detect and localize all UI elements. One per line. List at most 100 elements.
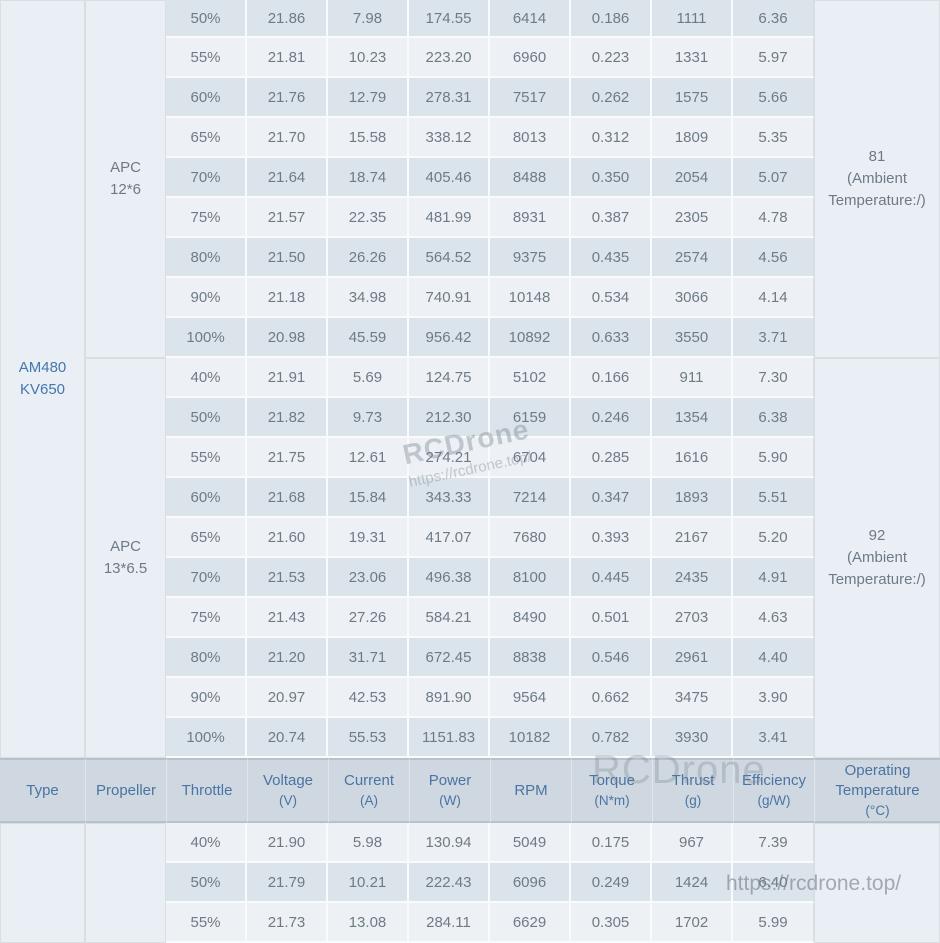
cell-rpm: 5049	[490, 823, 571, 863]
cell-voltage: 21.81	[247, 38, 328, 78]
cell-rpm: 6960	[490, 38, 571, 78]
column-header-unit-thrust: (g)	[684, 792, 702, 808]
table-row: 55% 21.75 12.61 274.21 6704 0.285 1616 5.90	[0, 438, 940, 478]
header-row: Type Propeller Throttle Voltage (V) Current (A…	[0, 758, 940, 823]
cell-efficiency: 5.90	[733, 438, 814, 478]
table-row: 80% 21.50 26.26 564.52 9375 0.435 2574 4.56	[0, 238, 940, 278]
cell-thrust: 2054	[652, 158, 733, 198]
column-header-throttle: Throttle	[166, 758, 247, 823]
cell-efficiency: 5.35	[733, 118, 814, 158]
propeller-cell: APC 13*6.5	[85, 358, 166, 758]
cell-current: 23.06	[328, 558, 409, 598]
cell-throttle: 50%	[166, 398, 247, 438]
column-header-current: Current (A)	[328, 758, 409, 823]
cell-thrust: 3066	[652, 278, 733, 318]
cell-torque: 0.166	[571, 358, 652, 398]
cell-rpm: 6159	[490, 398, 571, 438]
cell-rpm: 7214	[490, 478, 571, 518]
column-header-unit-efficiency: (g/W)	[757, 792, 791, 808]
cell-voltage: 21.86	[247, 0, 328, 38]
cell-thrust: 3475	[652, 678, 733, 718]
cell-voltage: 21.68	[247, 478, 328, 518]
table-row: 60% 21.76 12.79 278.31 7517 0.262 1575 5.66	[0, 78, 940, 118]
cell-throttle: 55%	[166, 38, 247, 78]
cell-throttle: 40%	[166, 358, 247, 398]
cell-efficiency: 5.51	[733, 478, 814, 518]
cell-power: 222.43	[409, 863, 490, 903]
cell-thrust: 1616	[652, 438, 733, 478]
cell-efficiency: 6.36	[733, 0, 814, 38]
cell-rpm: 10182	[490, 718, 571, 758]
cell-current: 18.74	[328, 158, 409, 198]
cell-thrust: 911	[652, 358, 733, 398]
cell-voltage: 21.76	[247, 78, 328, 118]
column-header-propeller: Propeller	[85, 758, 166, 823]
cell-current: 12.79	[328, 78, 409, 118]
cell-throttle: 55%	[166, 903, 247, 943]
column-header-voltage: Voltage (V)	[247, 758, 328, 823]
cell-thrust: 3930	[652, 718, 733, 758]
cell-torque: 0.175	[571, 823, 652, 863]
table-row: 90% 20.97 42.53 891.90 9564 0.662 3475 3.90	[0, 678, 940, 718]
cell-rpm: 7517	[490, 78, 571, 118]
table-row: AM480 KV650 APC 12*6 50% 21.86 7.98 174.55 641…	[0, 0, 940, 758]
cell-thrust: 2435	[652, 558, 733, 598]
cell-power: 343.33	[409, 478, 490, 518]
cell-voltage: 20.74	[247, 718, 328, 758]
cell-current: 7.98	[328, 0, 409, 38]
table-row: 65% 21.60 19.31 417.07 7680 0.393 2167 5.20	[0, 518, 940, 558]
propeller-cell: APC 12*6	[85, 0, 166, 358]
cell-voltage: 21.60	[247, 518, 328, 558]
cell-torque: 0.186	[571, 0, 652, 38]
cell-throttle: 100%	[166, 718, 247, 758]
cell-efficiency: 3.71	[733, 318, 814, 358]
cell-thrust: 1575	[652, 78, 733, 118]
cell-thrust: 1893	[652, 478, 733, 518]
cell-voltage: 21.64	[247, 158, 328, 198]
cell-current: 19.31	[328, 518, 409, 558]
cell-rpm: 8838	[490, 638, 571, 678]
cell-rpm: 9564	[490, 678, 571, 718]
cell-efficiency: 3.41	[733, 718, 814, 758]
cell-current: 13.08	[328, 903, 409, 943]
cell-torque: 0.262	[571, 78, 652, 118]
propeller-cell-empty	[85, 823, 166, 943]
column-header-label-torque: Torque	[589, 771, 635, 789]
cell-throttle: 100%	[166, 318, 247, 358]
cell-rpm: 10892	[490, 318, 571, 358]
cell-throttle: 70%	[166, 158, 247, 198]
cell-throttle: 80%	[166, 638, 247, 678]
cell-rpm: 6629	[490, 903, 571, 943]
table-row: 100% 20.74 55.53 1151.83 10182 0.782 3930 3.41	[0, 718, 940, 758]
lower-table-body: 40% 21.90 5.98 130.94 5049 0.175 967 7.39 50% 21.…	[0, 823, 940, 943]
operating-temp-cell: 81 (Ambient Temperature:/)	[814, 0, 940, 358]
cell-voltage: 21.70	[247, 118, 328, 158]
cell-throttle: 65%	[166, 118, 247, 158]
table-row: 70% 21.53 23.06 496.38 8100 0.445 2435 4.91	[0, 558, 940, 598]
operating-temp-cell-empty	[814, 823, 940, 943]
column-header-type: Type	[0, 758, 85, 823]
column-header-label-throttle: Throttle	[181, 781, 233, 799]
cell-torque: 0.393	[571, 518, 652, 558]
cell-voltage: 21.90	[247, 823, 328, 863]
cell-power: 891.90	[409, 678, 490, 718]
cell-current: 42.53	[328, 678, 409, 718]
cell-voltage: 21.43	[247, 598, 328, 638]
cell-efficiency: 7.30	[733, 358, 814, 398]
cell-power: 740.91	[409, 278, 490, 318]
column-header-label-rpm: RPM	[514, 781, 548, 799]
cell-voltage: 21.73	[247, 903, 328, 943]
cell-current: 15.84	[328, 478, 409, 518]
cell-thrust: 1111	[652, 0, 733, 38]
cell-efficiency: 4.40	[733, 638, 814, 678]
cell-torque: 0.501	[571, 598, 652, 638]
cell-rpm: 10148	[490, 278, 571, 318]
cell-efficiency: 5.66	[733, 78, 814, 118]
cell-throttle: 80%	[166, 238, 247, 278]
cell-power: 130.94	[409, 823, 490, 863]
cell-power: 274.21	[409, 438, 490, 478]
table-row: APC 13*6.5 40% 21.91 5.69 124.75 5102 0.166 911…	[0, 358, 940, 758]
table-row: 60% 21.68 15.84 343.33 7214 0.347 1893 5.51	[0, 478, 940, 518]
cell-rpm: 8490	[490, 598, 571, 638]
